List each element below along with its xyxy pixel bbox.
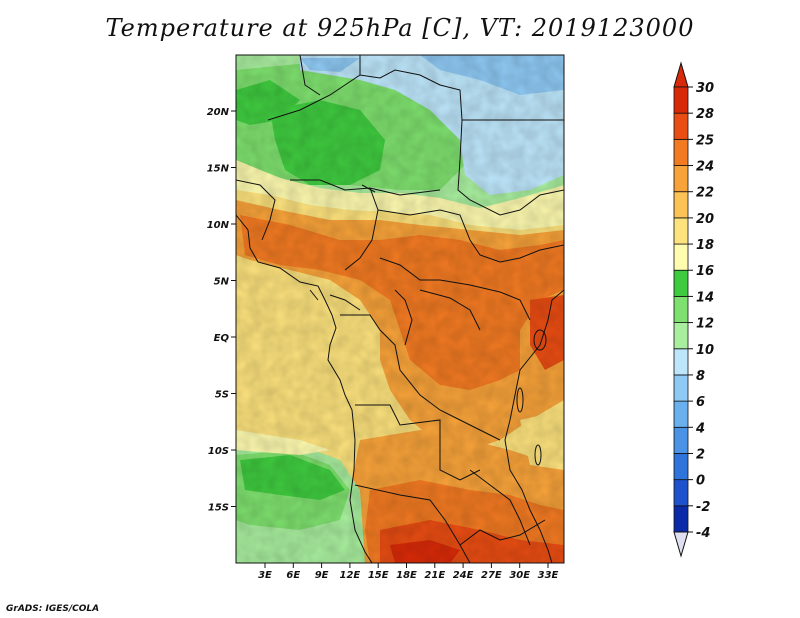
- lon-tick-label: 9E: [315, 570, 329, 581]
- lon-tick-label: 27E: [481, 570, 502, 581]
- lat-tick-label: EQ: [214, 333, 230, 344]
- lat-tick-label: 5S: [215, 390, 229, 401]
- colorbar-label: 22: [696, 186, 714, 201]
- colorbar-segment: [673, 453, 689, 481]
- colorbar-segment: [673, 505, 689, 533]
- chart-title: Temperature at 925hPa [C], VT: 201912300…: [105, 14, 695, 42]
- latitude-axis: 20N 15N 10N 5N EQ 5S 10S 15S: [207, 107, 236, 514]
- colorbar-segment: [673, 348, 689, 376]
- colorbar-segment: [673, 191, 689, 219]
- colorbar-segment: [673, 296, 689, 323]
- colorbar-segment: [673, 112, 689, 140]
- colorbar-segment: [673, 86, 689, 114]
- country-borders: [236, 55, 564, 563]
- colorbar-segment: [673, 479, 689, 507]
- lon-tick-label: 12E: [340, 570, 361, 581]
- colorbar-segment: [673, 138, 689, 166]
- lat-tick-label: 20N: [207, 107, 230, 118]
- lon-tick-label: 6E: [286, 570, 300, 581]
- lon-tick-label: 3E: [258, 570, 272, 581]
- colorbar-segment: [673, 400, 689, 428]
- lat-tick-label: 15S: [208, 503, 229, 514]
- temperature-field: [236, 55, 564, 563]
- colorbar-segment: [673, 269, 689, 297]
- lat-tick-label: 15N: [207, 164, 230, 175]
- colorbar-segment: [673, 374, 689, 402]
- colorbar-label: 0: [696, 474, 705, 489]
- colorbar-label: 30: [696, 81, 714, 96]
- colorbar-label: 20: [696, 212, 714, 227]
- colorbar-label: 4: [695, 421, 705, 436]
- longitude-axis: 3E 6E 9E 12E 15E 18E 21E 24E 27E 30E 33E: [258, 563, 559, 581]
- colorbar-label: 24: [696, 160, 714, 175]
- map-frame: [235, 54, 565, 564]
- field-texture: [236, 55, 564, 563]
- colorbar-label: -2: [696, 500, 710, 515]
- colorbar-segment: [673, 217, 689, 245]
- lat-tick-label: 10S: [208, 446, 229, 457]
- lakes: [309, 184, 547, 466]
- colorbar-label: 2: [696, 447, 705, 462]
- colorbar-label: 12: [696, 317, 714, 332]
- colorbar-label: 25: [696, 133, 714, 148]
- colorbar-label: 8: [696, 369, 705, 384]
- colorbar-segment: [673, 165, 689, 193]
- lon-tick-label: 30E: [509, 570, 530, 581]
- colorbar-segment: [673, 426, 689, 454]
- lat-tick-label: 10N: [207, 220, 230, 231]
- colorbar-segment: [673, 322, 689, 350]
- colorbar-label: 16: [696, 264, 714, 279]
- colorbar-top-arrow: [673, 61, 689, 88]
- colorbar-label: 10: [696, 343, 714, 358]
- colorbar-label: 6: [696, 395, 705, 410]
- lon-tick-label: 18E: [396, 570, 417, 581]
- colorbar-label: 14: [696, 290, 714, 305]
- lat-tick-label: 5N: [214, 277, 230, 288]
- lon-tick-label: 21E: [424, 570, 445, 581]
- lon-tick-label: 15E: [368, 570, 389, 581]
- colorbar-label: 28: [696, 107, 714, 122]
- colorbar-label: -4: [696, 526, 710, 541]
- colorbar-label: 18: [696, 238, 714, 253]
- colorbar-bottom-arrow: [673, 531, 689, 558]
- colorbar-segment: [673, 243, 689, 271]
- lon-tick-label: 24E: [453, 570, 474, 581]
- lon-tick-label: 33E: [538, 570, 559, 581]
- credit-text: GrADS: IGES/COLA: [6, 604, 100, 614]
